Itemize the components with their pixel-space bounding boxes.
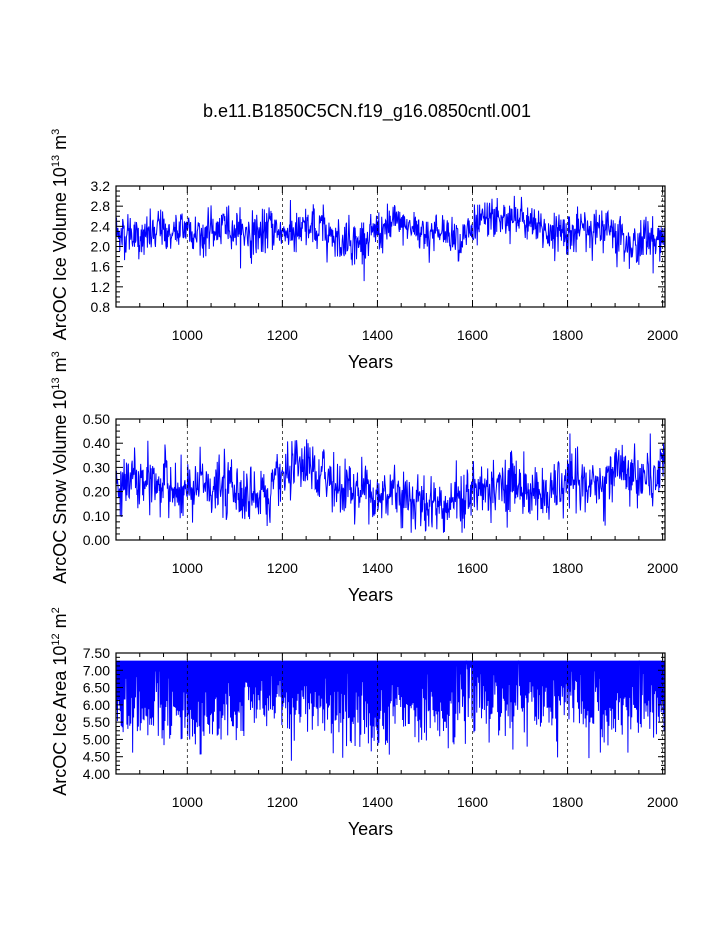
y-tick-label: 1.2: [91, 279, 111, 295]
y-tick-label: 0.00: [83, 532, 110, 548]
y-tick-label: 2.4: [91, 218, 111, 234]
y-tick-label: 6.50: [83, 680, 110, 696]
panel-ice-area: 1000 1200 1400 1600 1800 2000 4.004.50 5.005.50…: [50, 607, 678, 839]
panel-snow-volume: 1000 1200 1400 1600 1800 2000 0.00 0.10 0.20 0.30…: [50, 351, 678, 605]
x-axis-label: Years: [348, 352, 393, 372]
x-tick-label: 1000: [172, 794, 203, 810]
y-axis-label: ArcOC Ice Volume 1013 m3: [50, 129, 70, 340]
x-tick-label: 2000: [647, 794, 678, 810]
x-axis-label: Years: [348, 585, 393, 605]
y-tick-label: 2.0: [91, 239, 111, 255]
y-tick-label: 0.10: [83, 508, 110, 524]
x-tick-label: 1600: [457, 327, 488, 343]
x-tick-label: 1800: [552, 327, 583, 343]
y-tick-label: 4.50: [83, 749, 110, 765]
x-tick-label: 1000: [172, 327, 203, 343]
x-tick-label: 1600: [457, 560, 488, 576]
y-tick-label: 0.50: [83, 411, 110, 427]
panel-ice-volume: 1000 1200 1400 1600 1800 2000 0.8 1.2 1.6 2.0 2.4 2…: [50, 129, 678, 372]
x-tick-label: 1800: [552, 560, 583, 576]
figure-title: b.e11.B1850C5CN.f19_g16.0850cntl.001: [203, 101, 531, 122]
x-tick-label: 2000: [647, 327, 678, 343]
y-tick-label: 0.30: [83, 459, 110, 475]
y-tick-label: 2.8: [91, 198, 111, 214]
x-tick-label: 1600: [457, 794, 488, 810]
x-axis-label: Years: [348, 819, 393, 839]
x-tick-label: 1800: [552, 794, 583, 810]
plot-frame: [115, 185, 666, 308]
x-tick-label: 1400: [362, 794, 393, 810]
series-line-ice_volume: [116, 195, 665, 282]
y-tick-label: 6.00: [83, 697, 110, 713]
series-line-ice_area: [116, 660, 665, 761]
x-tick-label: 1400: [362, 560, 393, 576]
y-tick-label: 5.50: [83, 714, 110, 730]
x-tick-label: 1400: [362, 327, 393, 343]
y-tick-label: 1.6: [91, 259, 111, 275]
x-tick-label: 2000: [647, 560, 678, 576]
y-axis-label: ArcOC Ice Area 1012 m2: [50, 607, 70, 795]
y-tick-label: 7.50: [83, 645, 110, 661]
y-tick-label: 4.00: [83, 766, 110, 782]
x-tick-label: 1000: [172, 560, 203, 576]
y-tick-label: 5.00: [83, 731, 110, 747]
x-tick-label: 1200: [267, 327, 298, 343]
y-axis-label: ArcOC Snow Volume 1013 m3: [50, 351, 70, 583]
x-tick-label: 1200: [267, 560, 298, 576]
y-tick-label: 7.00: [83, 662, 110, 678]
y-tick-label: 0.20: [83, 484, 110, 500]
x-tick-label: 1200: [267, 794, 298, 810]
y-tick-label: 0.8: [91, 299, 111, 315]
series-line-snow_volume: [116, 433, 665, 533]
y-tick-label: 3.2: [91, 178, 111, 194]
y-tick-label: 0.40: [83, 435, 110, 451]
